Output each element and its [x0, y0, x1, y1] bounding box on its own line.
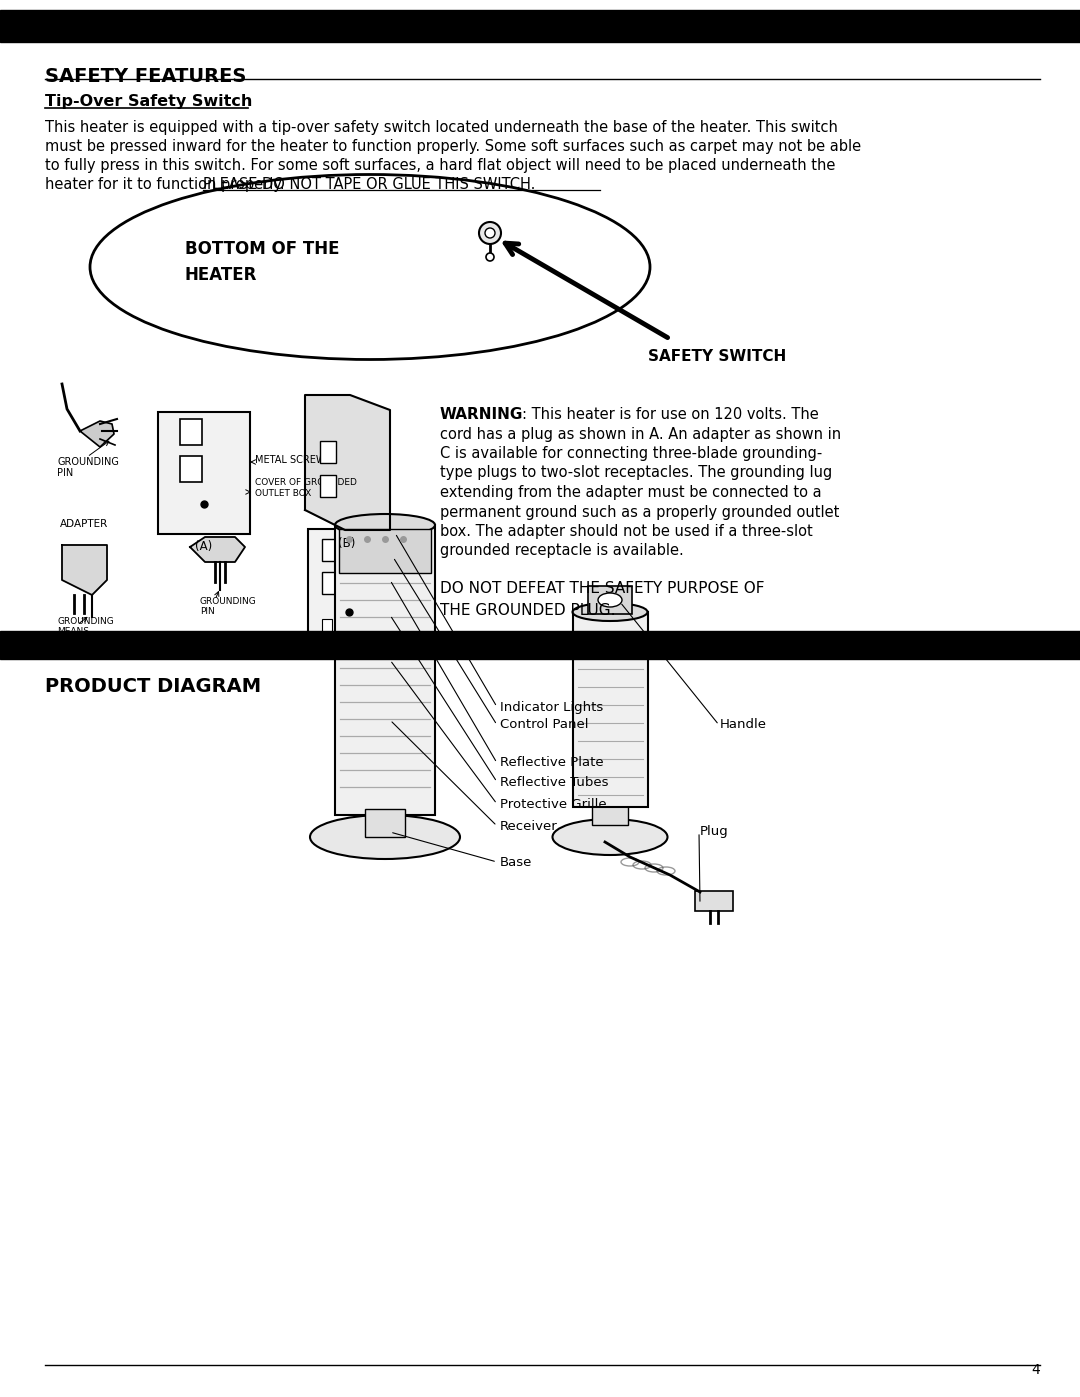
Text: Reflective Plate: Reflective Plate — [500, 757, 604, 770]
Text: WARNING: WARNING — [440, 407, 524, 422]
Text: HEATER: HEATER — [185, 265, 257, 284]
Bar — [180, 419, 202, 446]
Text: extending from the adapter must be connected to a: extending from the adapter must be conne… — [440, 485, 822, 500]
Bar — [339, 529, 431, 573]
Text: heater for it to function properly.: heater for it to function properly. — [45, 177, 294, 191]
Text: Protective Grille: Protective Grille — [500, 798, 607, 810]
Ellipse shape — [553, 819, 667, 855]
Text: (B): (B) — [338, 536, 355, 550]
Text: Control Panel: Control Panel — [500, 718, 589, 732]
Text: box. The adapter should not be used if a three-slot: box. The adapter should not be used if a… — [440, 524, 813, 539]
Circle shape — [486, 253, 494, 261]
Text: PRODUCT DIAGRAM: PRODUCT DIAGRAM — [45, 678, 261, 696]
Bar — [573, 612, 648, 807]
Text: to fully press in this switch. For some soft surfaces, a hard flat object will n: to fully press in this switch. For some … — [45, 158, 835, 173]
Ellipse shape — [310, 814, 460, 859]
Text: PLEASE DO NOT TAPE OR GLUE THIS SWITCH.: PLEASE DO NOT TAPE OR GLUE THIS SWITCH. — [203, 177, 536, 191]
Text: Base: Base — [500, 855, 532, 869]
Text: Handle: Handle — [720, 718, 767, 732]
Text: permanent ground such as a properly grounded outlet: permanent ground such as a properly grou… — [440, 504, 839, 520]
Text: ADAPTER: ADAPTER — [59, 520, 108, 529]
Text: DO NOT DEFEAT THE SAFETY PURPOSE OF: DO NOT DEFEAT THE SAFETY PURPOSE OF — [440, 581, 765, 597]
Bar — [0, 631, 1080, 659]
Bar — [180, 455, 202, 482]
Text: OUTLET BOX: OUTLET BOX — [255, 489, 311, 497]
Bar — [592, 803, 627, 826]
Ellipse shape — [598, 592, 622, 608]
Text: BOTTOM OF THE: BOTTOM OF THE — [185, 240, 339, 258]
Circle shape — [480, 222, 501, 244]
Text: Indicator Lights: Indicator Lights — [500, 700, 604, 714]
Circle shape — [485, 228, 495, 237]
Text: (A): (A) — [195, 541, 213, 553]
Text: (D): (D) — [340, 644, 359, 657]
Bar — [320, 475, 336, 497]
Text: METAL SCREW: METAL SCREW — [255, 455, 325, 465]
Text: GROUNDING: GROUNDING — [57, 617, 113, 626]
Text: PIN: PIN — [57, 468, 73, 478]
Text: GROUNDING: GROUNDING — [57, 457, 119, 467]
Text: Receiver: Receiver — [500, 820, 557, 833]
Bar — [335, 525, 435, 814]
Text: COVER OF GROUNDED: COVER OF GROUNDED — [255, 478, 356, 488]
Text: Plug: Plug — [700, 826, 729, 838]
Text: THE GROUNDED PLUG.: THE GROUNDED PLUG. — [440, 604, 616, 617]
Polygon shape — [80, 420, 114, 447]
Text: Reflective Tubes: Reflective Tubes — [500, 775, 608, 788]
Text: Tip-Over Safety Switch: Tip-Over Safety Switch — [45, 94, 253, 109]
Bar — [320, 441, 336, 462]
Text: must be pressed inward for the heater to function properly. Some soft surfaces s: must be pressed inward for the heater to… — [45, 138, 861, 154]
Bar — [696, 891, 733, 911]
Ellipse shape — [572, 604, 648, 622]
Bar — [588, 585, 632, 615]
Bar — [348, 619, 357, 633]
Text: This heater is equipped with a tip-over safety switch located underneath the bas: This heater is equipped with a tip-over … — [45, 120, 838, 136]
Text: MEANS: MEANS — [57, 627, 89, 636]
Text: type plugs to two-slot receptacles. The grounding lug: type plugs to two-slot receptacles. The … — [440, 465, 833, 481]
Text: SAFETY FEATURES: SAFETY FEATURES — [45, 67, 246, 87]
Text: cord has a plug as shown in A. An adapter as shown in: cord has a plug as shown in A. An adapte… — [440, 426, 841, 441]
Bar — [322, 619, 332, 633]
Text: : This heater is for use on 120 volts. The: : This heater is for use on 120 volts. T… — [522, 407, 819, 422]
Bar — [322, 571, 340, 594]
Text: PIN: PIN — [200, 608, 215, 616]
Text: 4: 4 — [1031, 1363, 1040, 1377]
Text: SAFETY SWITCH: SAFETY SWITCH — [648, 349, 786, 365]
Text: GROUNDING: GROUNDING — [200, 597, 257, 606]
Polygon shape — [190, 536, 245, 562]
Text: grounded receptacle is available.: grounded receptacle is available. — [440, 543, 684, 559]
Polygon shape — [305, 395, 390, 529]
Ellipse shape — [335, 514, 435, 536]
Polygon shape — [62, 545, 107, 595]
Bar — [322, 539, 340, 562]
Bar — [365, 809, 405, 837]
Bar — [158, 412, 249, 534]
Text: (C): (C) — [59, 645, 77, 658]
Text: C is available for connecting three-blade grounding-: C is available for connecting three-blad… — [440, 446, 822, 461]
Bar — [308, 529, 390, 637]
Bar — [0, 10, 1080, 42]
